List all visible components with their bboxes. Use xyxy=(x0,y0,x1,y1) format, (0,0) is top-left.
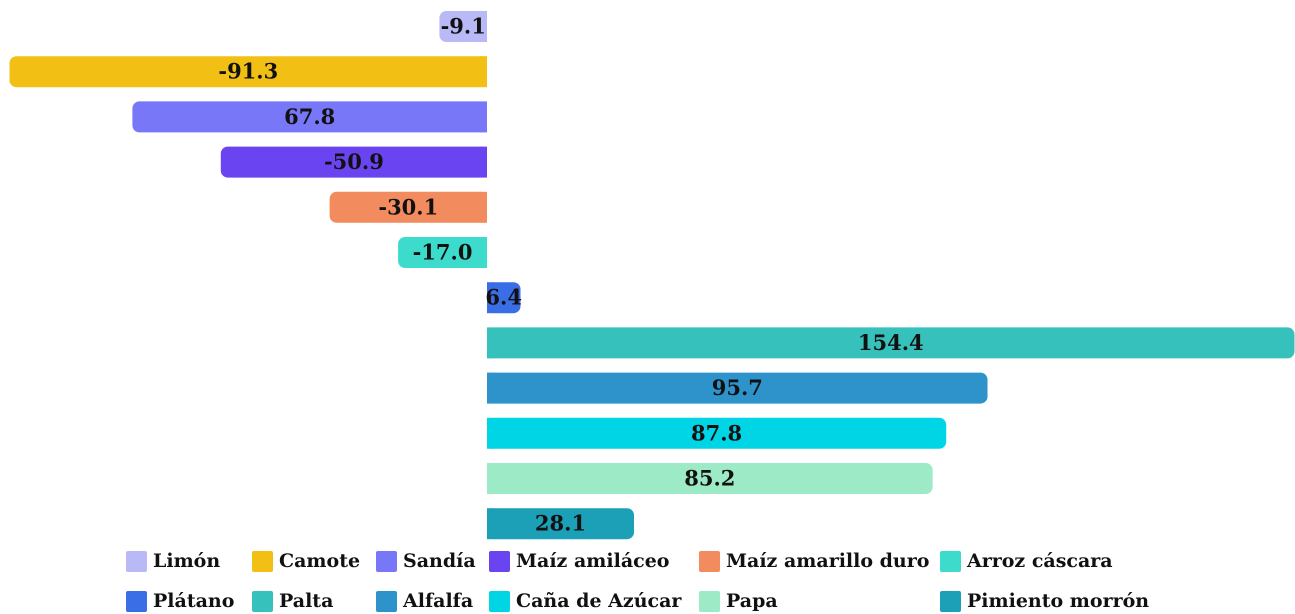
bar-4 xyxy=(329,191,487,223)
legend-item: Arroz cáscara xyxy=(940,548,1113,574)
bar-9-base xyxy=(487,417,494,449)
bar-5-base xyxy=(480,237,487,268)
legend-swatch xyxy=(126,550,147,572)
value-label-9: 87.8 xyxy=(691,420,742,445)
legend-label: Maíz amiláceo xyxy=(516,550,670,572)
value-label-5: -17.0 xyxy=(413,240,473,265)
legend-swatch xyxy=(940,590,961,612)
bar-8-base xyxy=(487,372,494,404)
legend-swatch xyxy=(489,550,510,572)
value-label-0: -9.1 xyxy=(441,14,486,39)
bar-1 xyxy=(9,56,487,88)
legend-label: Arroz cáscara xyxy=(967,550,1113,572)
legend-item: Sandía xyxy=(376,548,476,574)
value-label-3: -50.9 xyxy=(324,149,384,174)
bar-11-base xyxy=(487,508,494,540)
bar-11 xyxy=(487,508,634,540)
legend-item: Caña de Azúcar xyxy=(489,588,681,614)
legend-swatch xyxy=(252,550,273,572)
value-label-8: 95.7 xyxy=(712,375,763,400)
value-label-1: -91.3 xyxy=(218,59,278,84)
legend-label: Camote xyxy=(279,550,361,572)
legend-swatch xyxy=(489,590,510,612)
bar-2-base xyxy=(480,101,487,133)
bar-7-base xyxy=(487,327,494,359)
legend-item: Maíz amiláceo xyxy=(489,548,669,574)
bar-10-base xyxy=(487,463,494,494)
legend-swatch xyxy=(699,590,720,612)
bar-8 xyxy=(487,372,988,404)
value-label-11: 28.1 xyxy=(535,511,586,536)
bar-6 xyxy=(487,282,521,314)
value-label-7: 154.4 xyxy=(858,330,924,355)
value-labels-group: -9.1 -91.367.8 -50.9 -30.1 -17.0 6.4 154.4 95.7… xyxy=(218,14,923,536)
legend-swatch xyxy=(376,550,397,572)
legend-item: Camote xyxy=(252,548,360,574)
legend-label: Papa xyxy=(726,590,778,612)
legend-label: Sandía xyxy=(403,550,476,572)
bar-4-base xyxy=(480,191,487,223)
legend-swatch xyxy=(699,550,720,572)
bar-5 xyxy=(398,237,487,268)
legend-item: Maíz amarillo duro xyxy=(699,548,929,574)
legend-swatch xyxy=(940,550,961,572)
bar-chart: -9.1 -91.367.8 -50.9 -30.1 -17.0 6.4 154.4 95.7… xyxy=(9,11,1295,540)
legend-item: Plátano xyxy=(126,588,234,614)
legend-item: Limón xyxy=(126,548,220,574)
value-label-2: 67.8 xyxy=(284,104,335,129)
legend-label: Caña de Azúcar xyxy=(516,590,682,612)
bar-3-base xyxy=(480,146,487,178)
legend-label: Palta xyxy=(279,590,334,612)
legend-item: Pimiento morrón xyxy=(940,588,1149,614)
bar-9 xyxy=(487,417,947,449)
bars-group xyxy=(9,11,1295,540)
bar-0-base xyxy=(480,11,487,42)
bar-3 xyxy=(220,146,488,178)
bar-10 xyxy=(487,463,933,494)
bar-1-base xyxy=(480,56,487,88)
legend-label: Pimiento morrón xyxy=(967,590,1150,612)
bar-2 xyxy=(132,101,487,133)
bar-0 xyxy=(439,11,487,42)
legend-label: Limón xyxy=(153,550,221,572)
legend-item: Alfalfa xyxy=(376,588,473,614)
bar-7 xyxy=(487,327,1295,359)
legend-swatch xyxy=(126,590,147,612)
value-label-4: -30.1 xyxy=(378,194,438,219)
legend-swatch xyxy=(376,590,397,612)
legend-label: Alfalfa xyxy=(403,590,474,612)
legend-item: Papa xyxy=(699,588,778,614)
bar-6-base xyxy=(487,282,494,314)
value-label-10: 85.2 xyxy=(684,466,735,491)
legend-item: Palta xyxy=(252,588,333,614)
value-label-6: 6.4 xyxy=(485,285,522,310)
legend-label: Maíz amarillo duro xyxy=(726,550,930,572)
legend-label: Plátano xyxy=(153,590,235,612)
legend-swatch xyxy=(252,590,273,612)
